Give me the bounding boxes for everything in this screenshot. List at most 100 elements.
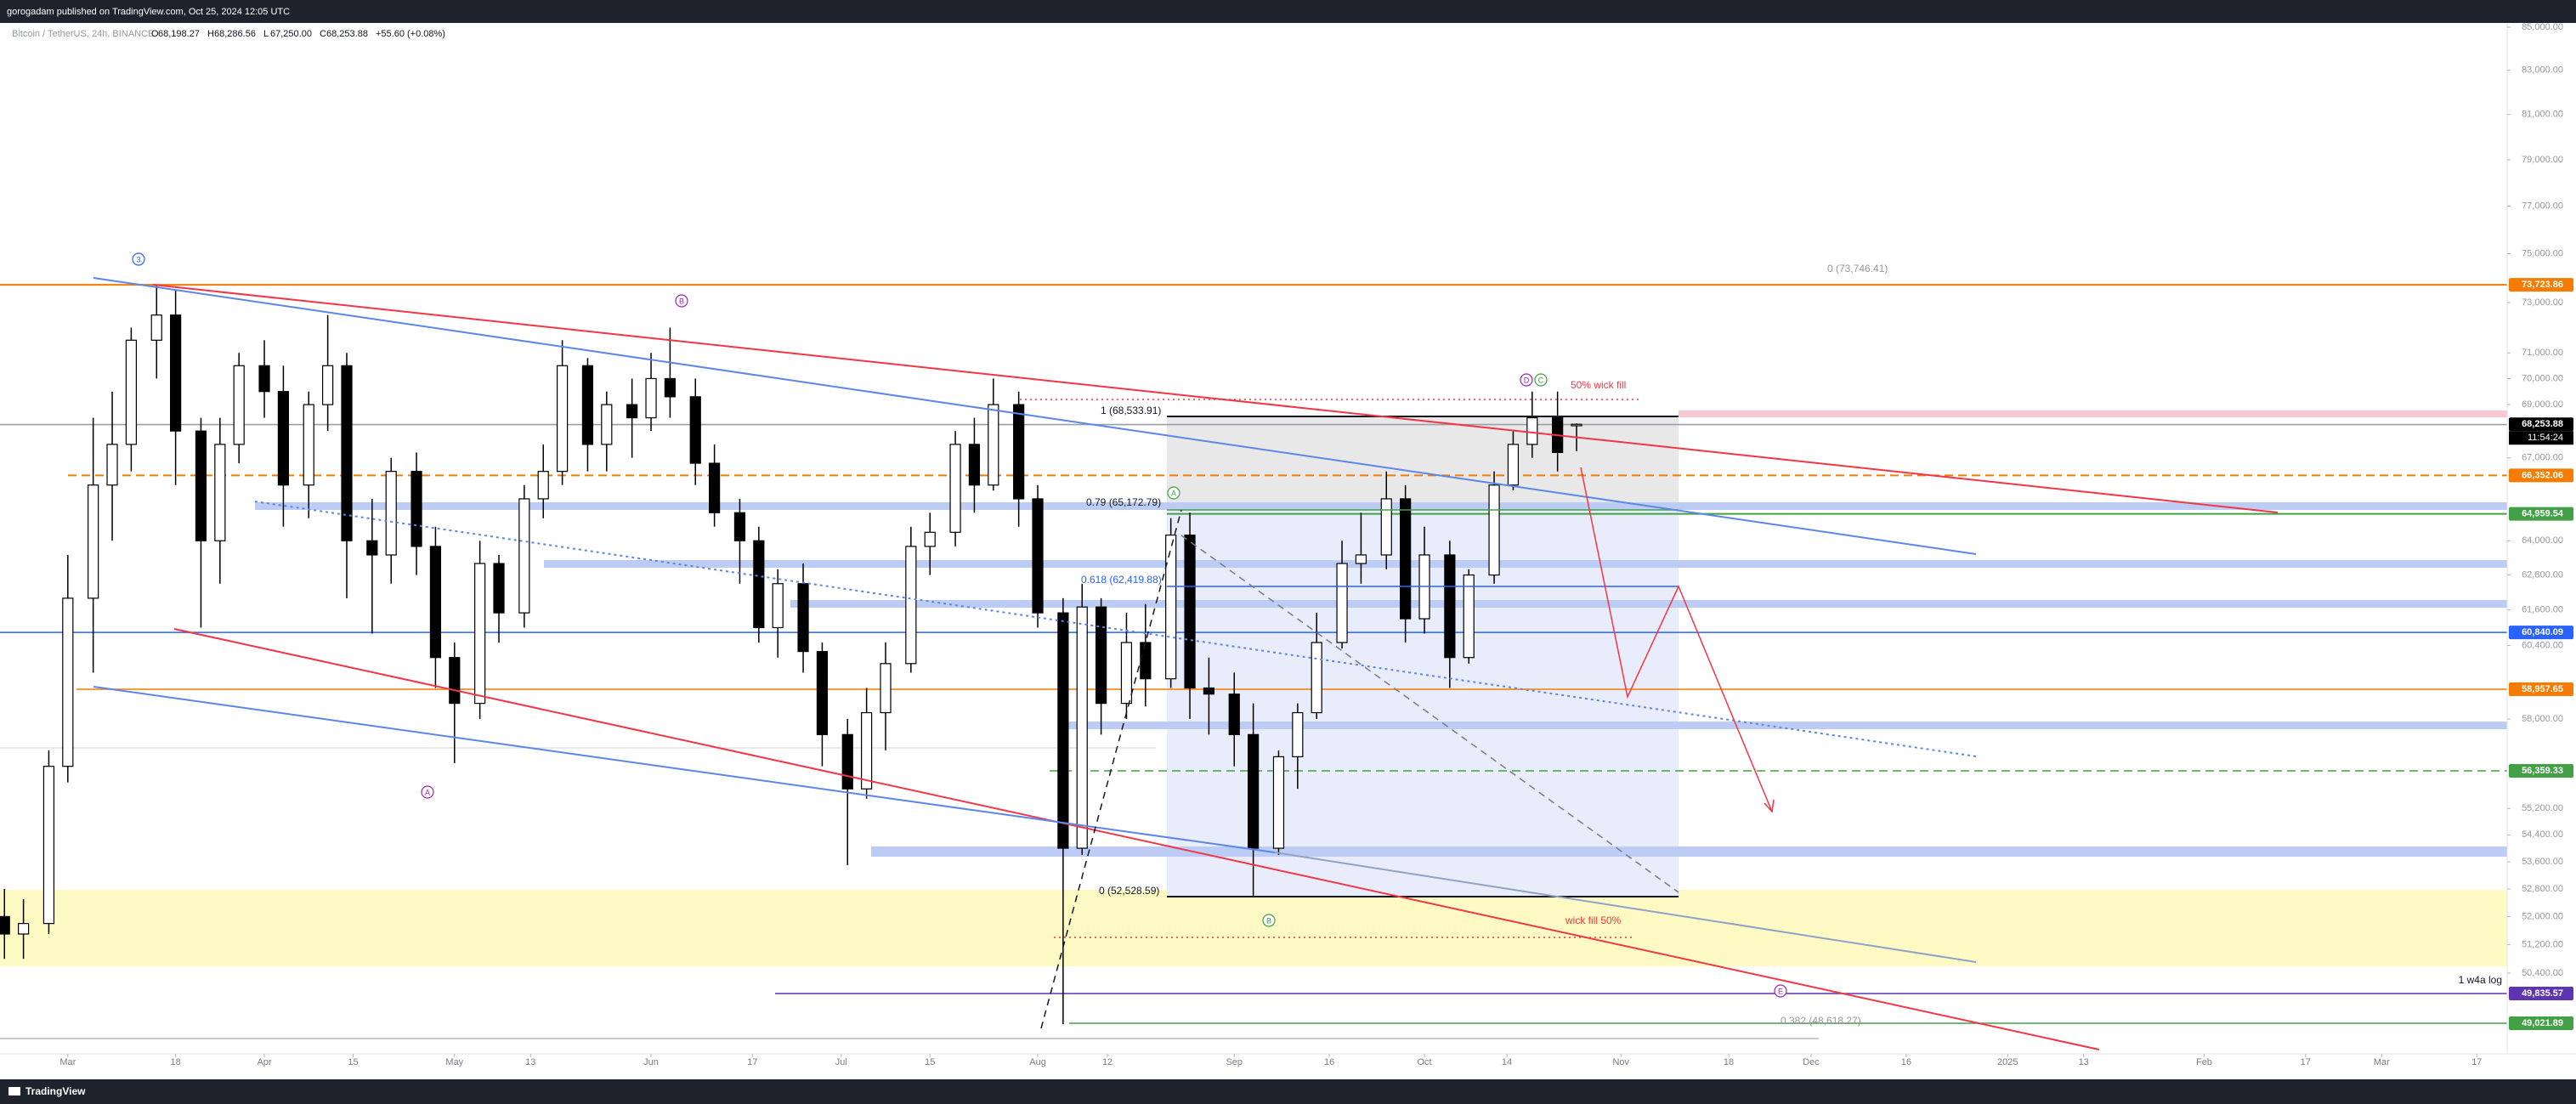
wave-circle [1534,373,1548,387]
candle-body [816,651,829,735]
yellow-zone [0,890,2507,966]
candle-body [1336,563,1348,643]
y-tick-label: 51,200.00 [2522,939,2563,949]
candle-body [557,365,569,473]
x-tick-label: 13 [2079,1057,2089,1067]
candle-body [42,766,55,925]
channel-line [173,628,2100,1050]
y-tick-label: 67,000.00 [2522,453,2563,463]
wave-circle [1520,373,1533,387]
projection-arrow [1580,467,1773,812]
blue-band [544,560,2507,568]
candle-body [949,444,961,533]
price-tag [2509,417,2573,432]
candle-body [322,365,334,405]
candle-body [1013,404,1025,500]
candle-body [772,583,784,629]
annotation: 1 (68,533.91) [1101,405,1161,416]
price-tag-label: 56,359.33 [2522,766,2563,776]
candle-body [1165,535,1177,680]
candle-body [1380,498,1392,556]
x-tick-label: Apr [257,1057,271,1067]
y-tick-label: 50,400.00 [2522,968,2563,978]
price-tag-label: 60,840.09 [2522,627,2563,637]
y-tick-label: 58,000.00 [2522,714,2563,724]
ohlc-change: +55.60 (+0.08%) [376,29,445,39]
candle-body [1292,711,1304,757]
candle-body [385,471,397,556]
candle-body [861,711,873,790]
annotation: 0.382 (48,618.27) [1781,1015,1861,1027]
x-tick-label: 16 [1901,1057,1911,1067]
y-tick-label: 69,000.00 [2522,399,2563,410]
trend-line [93,277,1977,555]
x-tick-label: Feb [2196,1057,2212,1067]
wave-label: A [1171,489,1176,497]
y-tick-label: 61,600.00 [2522,605,2563,615]
candles [0,285,1582,1024]
candle-body [1228,694,1240,735]
candle-body [841,733,853,790]
wave-label: B [1266,916,1271,925]
ohlc-key: L [263,29,269,39]
candle-body [106,444,118,486]
candle-body [645,377,657,419]
price-tag [2509,626,2573,640]
ohlc-value: 67,250.00 [270,29,312,39]
y-tick-label: 71,000.00 [2522,348,2563,358]
y-tick-label: 52,000.00 [2522,911,2563,921]
candle-body [88,484,99,599]
wave-circle [421,785,434,799]
axes: 85,000.00 83,000.00 81,000.00 79,000.00 77,0… [59,22,2573,1067]
annotation: 0.79 (65,172.79) [1086,496,1161,508]
candle-body [1463,574,1475,659]
annotation: 0 (73,746.41) [1827,263,1888,275]
x-tick-label: 12 [1102,1057,1112,1067]
wave-circle [675,294,688,308]
x-tick-label: Nov [1612,1057,1629,1067]
candle-body [1203,687,1215,695]
candle-body [1400,498,1412,620]
wave-label: B [679,297,684,305]
price-tag-label: 66,352.06 [2522,470,2563,480]
wave-label: C [1538,376,1544,384]
wave-label: 3 [136,255,140,263]
candle-body [664,377,677,398]
candle-body [1571,423,1582,427]
x-tick-label: 18 [170,1057,180,1067]
blue-band [871,846,2507,857]
price-tag [2509,1016,2573,1030]
candle-body [537,471,549,500]
ohlc-key: O [151,29,159,39]
y-tick-label: 52,800.00 [2522,884,2563,894]
wave-label: D [1524,376,1530,384]
annotation: 50% wick fill [1571,379,1626,391]
candle-body [1444,554,1456,659]
y-tick-label: 64,000.00 [2522,535,2563,546]
wave-circle [1167,486,1180,500]
y-tick-label: 77,000.00 [2522,201,2563,211]
candle-body [689,396,701,464]
candle-body [474,563,486,705]
y-tick-label: 75,000.00 [2522,248,2563,258]
price-tag-label: 49,835.57 [2522,988,2563,999]
x-tick-label: 18 [1724,1057,1734,1067]
candle-body [753,540,765,629]
wave-circle [1774,984,1787,998]
ohlc-value: 68,253.88 [326,29,368,39]
price-tag-label: 64,959.54 [2522,508,2564,518]
price-tag [2509,763,2573,778]
brand-logo [8,1087,20,1096]
annotation: 0.618 (62,419.88) [1081,574,1162,586]
wave-circle [132,252,145,266]
trend-line [1274,852,1977,963]
price-tag [2509,468,2573,483]
candle-body [988,404,999,486]
candle-body [1488,484,1500,576]
candle-body [366,540,378,556]
candle-body [880,663,892,714]
candle-body [709,462,721,513]
ohlc-legend: O 68,198.27 H 68,286.56 L 67,250.00 C 68,253.88… [151,29,445,39]
candle-body [1120,642,1133,705]
